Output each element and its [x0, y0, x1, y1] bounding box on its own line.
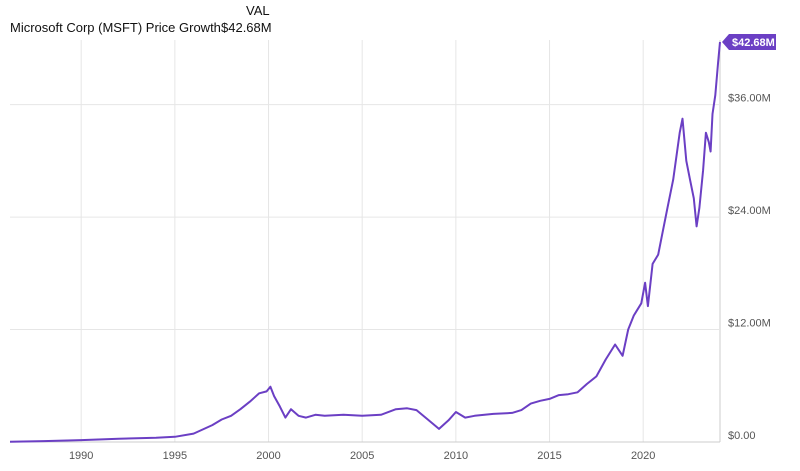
- legend-series-value: $42.68M: [221, 20, 272, 35]
- end-value-badge: [722, 34, 776, 50]
- x-tick-label: 2020: [631, 450, 655, 462]
- y-tick-label: $36.00M: [728, 93, 771, 105]
- y-tick-label: $24.00M: [728, 205, 771, 217]
- end-value-label: $42.68M: [732, 37, 775, 49]
- legend-column-header: VAL: [246, 3, 270, 18]
- x-tick-label: 1995: [163, 450, 187, 462]
- x-tick-label: 2005: [350, 450, 374, 462]
- legend-series-name: Microsoft Corp (MSFT) Price Growth: [10, 20, 221, 35]
- x-tick-label: 2000: [256, 450, 280, 462]
- series-line: [9, 41, 721, 443]
- x-tick-label: 1990: [69, 450, 93, 462]
- y-tick-label: $0.00: [728, 430, 756, 442]
- y-tick-label: $12.00M: [728, 318, 771, 330]
- chart-legend: VAL Microsoft Corp (MSFT) Price Growth $…: [10, 0, 280, 40]
- x-tick-label: 2015: [537, 450, 561, 462]
- x-tick-label: 2010: [444, 450, 468, 462]
